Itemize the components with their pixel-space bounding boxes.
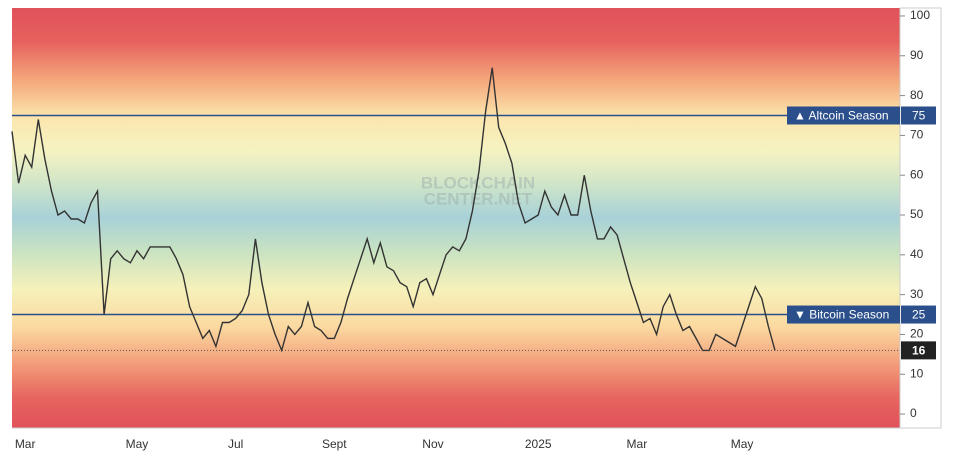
plot-background — [12, 8, 900, 428]
current-tag — [901, 341, 936, 360]
y-tick-label: 80 — [910, 88, 924, 102]
x-tick-label: 2025 — [525, 437, 552, 451]
threshold-tag — [787, 305, 900, 324]
x-tick-label: Nov — [422, 437, 443, 451]
y-tick-label: 20 — [910, 327, 924, 341]
current-value: 16 — [912, 344, 926, 358]
y-tick-label: 100 — [910, 8, 930, 22]
threshold-value-tag — [901, 106, 936, 125]
x-tick-label: May — [126, 437, 149, 451]
y-tick-label: 10 — [910, 366, 924, 380]
y-tick-label: 90 — [910, 48, 924, 62]
threshold-value: 75 — [912, 109, 926, 123]
index-line — [11, 67, 776, 353]
threshold-value-tag — [901, 305, 936, 324]
y-tick-label: 70 — [910, 128, 924, 142]
x-tick-label: Sept — [322, 437, 347, 451]
y-tick-label: 60 — [910, 167, 924, 181]
threshold-label: ▲ Altcoin Season — [794, 109, 889, 123]
watermark: CENTER.NET — [424, 189, 533, 208]
x-tick-label: Jul — [228, 437, 243, 451]
threshold-value: 25 — [912, 308, 926, 322]
threshold-tag — [787, 106, 900, 125]
y-tick-label: 30 — [910, 287, 924, 301]
y-tick-label: 0 — [910, 406, 917, 420]
watermark: BLOCKCHAIN — [421, 173, 535, 192]
x-tick-label: Mar — [15, 437, 36, 451]
x-tick-label: Mar — [627, 437, 648, 451]
threshold-label: ▼ Bitcoin Season — [794, 308, 889, 322]
y-tick-label: 50 — [910, 207, 924, 221]
x-tick-label: May — [731, 437, 754, 451]
y-tick-label: 40 — [910, 247, 924, 261]
